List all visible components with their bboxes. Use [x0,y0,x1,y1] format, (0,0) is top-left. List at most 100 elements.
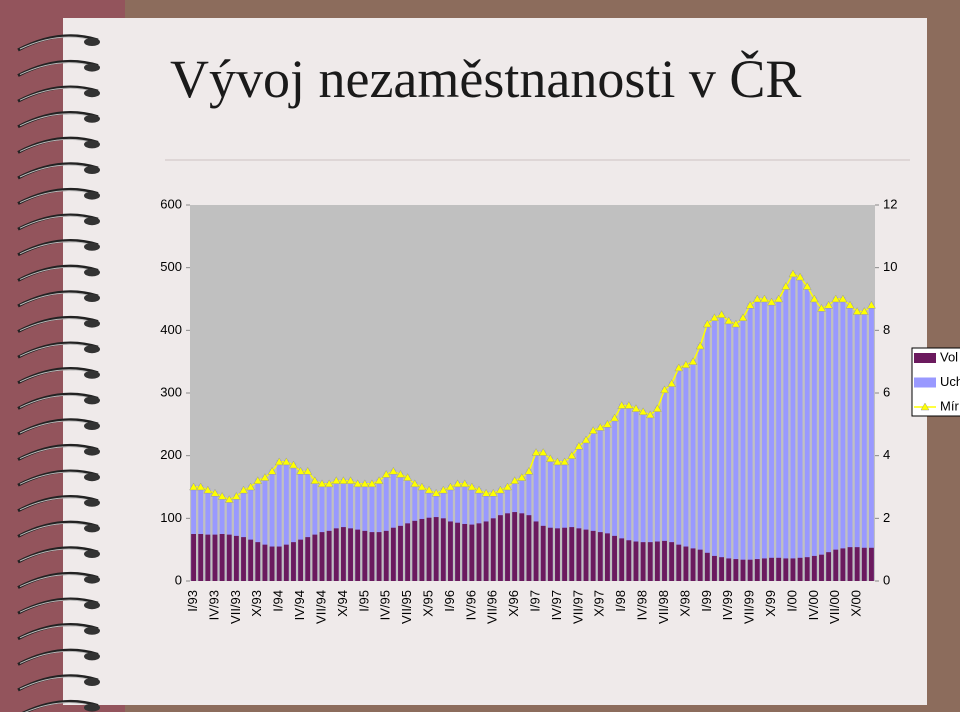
rate-marker [545,454,555,463]
bar [398,525,403,581]
bar [704,322,710,581]
bar [533,521,539,581]
bar [569,453,575,581]
ring-hole [84,345,100,354]
bar [869,303,874,581]
rate-marker [531,448,541,456]
ring-hole [84,268,100,277]
ring-hole [84,166,100,174]
bar [326,530,332,581]
rate-marker [731,319,741,328]
ring-hole [84,140,100,149]
bar [819,306,824,581]
x-tick-label: I/97 [528,590,543,612]
bar [562,527,568,581]
bar [519,513,525,581]
rate-marker [217,491,227,500]
rate-marker [303,466,313,475]
bar [761,297,767,581]
slide-title: Vývoj nezaměstnanosti v ČR [170,49,801,109]
rate-marker [795,272,805,281]
x-tick-label: X/94 [335,590,350,617]
ring-hole [84,498,100,507]
bar [376,532,382,581]
bar [462,523,468,581]
bar [704,552,710,581]
rate-marker [667,379,677,387]
bar [797,557,803,581]
rate-marker [717,310,727,318]
bar [811,297,817,581]
spiral-rings [17,34,100,712]
rate-marker [674,363,684,372]
legend-label: Vol [940,349,958,364]
legend-swatch [914,377,936,388]
x-tick-label: VII/96 [485,590,500,624]
bar [547,527,553,581]
bar [276,546,282,581]
rate-marker [446,482,455,491]
bar [847,547,853,581]
x-tick-label: IV/00 [806,590,821,620]
rate-marker [388,466,398,475]
bar [455,522,461,581]
bar [840,548,846,581]
y-tick-label: 100 [160,510,182,525]
bar [769,557,774,581]
bar [669,381,675,581]
x-tick-label: I/99 [699,590,714,612]
bar [412,520,418,581]
bar [505,513,510,581]
bar [604,533,610,581]
rate-marker [660,385,669,394]
bar [819,554,824,581]
bar [683,546,689,581]
rate-marker [346,476,355,484]
bar [540,525,546,581]
bar [369,532,375,581]
bar [712,315,717,581]
rate-marker [702,319,712,328]
rate-marker [324,479,334,488]
bar [555,528,560,581]
bar [804,284,810,581]
rate-marker [767,297,776,306]
bar [390,469,396,581]
bar [797,275,803,581]
rate-marker [567,451,577,459]
bar [241,488,246,581]
bar [740,559,746,581]
bar [726,319,732,581]
bar [776,297,782,581]
x-tick-label: IV/95 [378,590,393,620]
ring-hole [84,191,100,200]
bar [383,472,389,581]
bar [362,530,368,581]
x-tick-label: X/97 [592,590,607,617]
ring-hole [84,473,100,482]
x-tick-label: IV/97 [549,590,564,620]
rate-marker [331,476,341,484]
bar [640,409,646,581]
ring-hole [84,242,100,251]
bar [233,535,239,581]
bar [640,542,646,581]
rate-marker [274,457,284,466]
bar [305,469,311,581]
x-tick-label: X/99 [763,590,778,617]
bar [826,552,832,581]
bar [626,540,632,581]
rate-marker [410,479,420,488]
bar [469,524,475,581]
rate-marker [560,457,570,466]
x-tick-label: I/93 [185,590,200,612]
y2-tick-label: 12 [883,196,897,211]
bar [448,521,453,581]
rate-marker [510,476,520,484]
bar [697,344,703,581]
x-tick-label: VII/99 [742,590,757,624]
bar [319,532,325,581]
rate-marker [852,307,862,315]
x-tick-label: VII/00 [827,590,842,624]
